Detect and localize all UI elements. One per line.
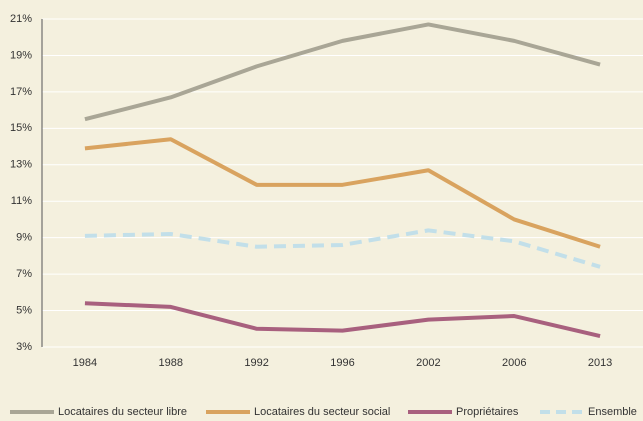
y-tick-label: 13% [10, 159, 32, 171]
legend-label: Locataires du secteur social [254, 406, 390, 418]
y-tick-label: 3% [16, 341, 32, 353]
x-tick-label: 2013 [588, 357, 612, 369]
y-tick-label: 11% [11, 195, 32, 207]
x-tick-label: 1988 [159, 357, 183, 369]
series-line [84, 137, 601, 249]
y-tick-label: 19% [10, 49, 32, 61]
y-tick-label: 21% [10, 13, 32, 25]
x-tick-label: 1984 [73, 357, 97, 369]
y-tick-label: 5% [16, 304, 32, 316]
x-tick-label: 2006 [502, 357, 526, 369]
x-tick-label: 1996 [330, 357, 354, 369]
y-tick-label: 9% [16, 232, 32, 244]
legend-label: Locataires du secteur libre [58, 406, 187, 418]
x-tick-label: 1992 [244, 357, 268, 369]
series-line [84, 301, 601, 339]
y-tick-label: 15% [10, 122, 32, 134]
y-tick-label: 7% [16, 268, 32, 280]
legend-label: Propriétaires [456, 406, 519, 418]
series-line [84, 22, 601, 122]
x-tick-label: 2002 [416, 357, 440, 369]
y-tick-label: 17% [10, 86, 32, 98]
series-line [84, 228, 601, 269]
legend-label: Ensemble [588, 406, 637, 418]
